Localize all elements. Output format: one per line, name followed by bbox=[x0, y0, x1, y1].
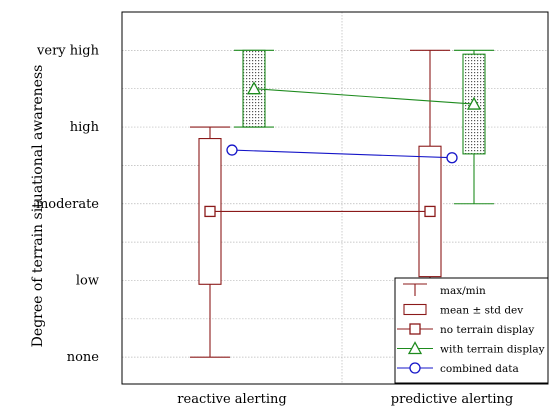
legend-label: with terrain display bbox=[440, 344, 545, 356]
legend-swatch-triangle bbox=[407, 341, 423, 355]
legend: max/min mean ± std dev no terrain display w… bbox=[394, 277, 549, 384]
legend-label: mean ± std dev bbox=[440, 305, 523, 317]
mean-marker-combined bbox=[446, 152, 458, 164]
mean-marker-no_terrain bbox=[204, 205, 216, 218]
mean-marker-with_terrain bbox=[246, 81, 262, 95]
mean-marker-combined bbox=[226, 144, 238, 156]
series-line-with_terrain bbox=[253, 88, 475, 105]
y-axis-title: Degree of terrain situational awareness bbox=[30, 65, 46, 348]
legend-label: no terrain display bbox=[440, 324, 534, 336]
x-tick-label: predictive alerting bbox=[391, 392, 513, 407]
y-tick-label: high bbox=[70, 120, 100, 135]
legend-label: max/min bbox=[440, 285, 486, 297]
x-tick-labels: reactive alerting predictive alerting bbox=[177, 392, 513, 407]
mean-marker-no_terrain bbox=[424, 205, 436, 218]
legend-label: combined data bbox=[440, 363, 519, 375]
x-tick-label: reactive alerting bbox=[177, 392, 286, 407]
plot-frame bbox=[121, 11, 549, 385]
y-tick-label: moderate bbox=[36, 197, 99, 212]
y-tick-label: none bbox=[67, 350, 100, 365]
y-tick-labels: none low moderate high very high bbox=[36, 43, 100, 365]
legend-swatch-box bbox=[403, 303, 427, 316]
legend-swatch-square bbox=[409, 323, 421, 335]
y-tick-label: low bbox=[76, 273, 99, 288]
series-line-combined bbox=[231, 149, 453, 159]
y-tick-label: very high bbox=[36, 43, 100, 58]
mean-marker-with_terrain bbox=[466, 96, 482, 110]
legend-swatch-circle bbox=[409, 362, 421, 374]
chart-marks bbox=[190, 49, 494, 358]
